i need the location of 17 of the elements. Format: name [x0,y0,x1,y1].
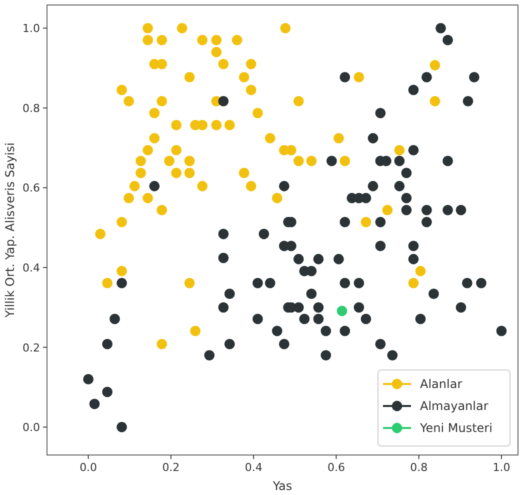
x-tick-label: 0.2 [162,461,180,474]
x-tick-label: 0.4 [244,461,262,474]
x-axis-title: Yas [272,479,292,493]
y-tick-label: 0.2 [22,341,40,354]
x-tick-label: 1.0 [492,461,510,474]
x-tick-label: 0.8 [410,461,428,474]
x-tick-label: 0.0 [80,461,98,474]
y-tick-label: 0.4 [22,262,40,274]
legend-label: Alanlar [420,377,462,391]
x-tick-label: 0.6 [327,461,345,474]
legend-label: Yeni Musteri [419,421,492,435]
y-tick-label: 0.8 [22,102,40,115]
y-tick-label: 0.6 [22,182,40,195]
legend-label: Almayanlar [420,399,488,413]
y-tick-label: 1.0 [22,22,40,36]
y-tick-label: 0.0 [22,421,40,434]
y-axis-title: Yillik Ort. Yap. Alisveris Sayisi [3,142,17,318]
